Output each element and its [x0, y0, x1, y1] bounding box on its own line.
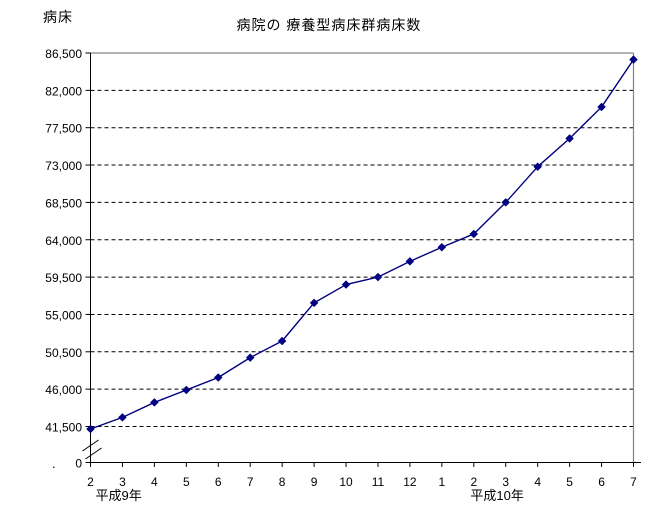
series-line [90, 59, 635, 430]
x-tick-label: 5 [566, 475, 573, 489]
data-point-marker [86, 424, 95, 434]
x-tick-label: 6 [215, 475, 222, 489]
x-tick-label: 2 [470, 475, 477, 489]
data-point-marker [437, 242, 447, 252]
y-tick-label: 68,500 [45, 196, 82, 210]
y-tick-label: 82,000 [45, 84, 82, 98]
data-point-marker [213, 373, 223, 382]
data-point-marker [150, 398, 159, 407]
data-point-marker [373, 272, 383, 282]
x-tick-label: 12 [403, 475, 417, 489]
y-tick-label: 59,500 [45, 271, 82, 285]
data-point-marker [405, 256, 415, 266]
x-tick-label: 4 [151, 475, 158, 489]
y-tick-label: 86,500 [45, 47, 82, 61]
data-point-marker [118, 413, 127, 422]
x-tick-label: 7 [630, 475, 637, 489]
x-tick-label: 4 [534, 475, 541, 489]
x-tick-label: 5 [183, 475, 190, 489]
x-tick-label: 9 [311, 475, 318, 489]
data-point-marker [501, 198, 511, 207]
y-tick-label: 55,000 [45, 308, 82, 322]
x-tick-label: 2 [87, 475, 94, 489]
axis-break-mark [82, 439, 99, 452]
data-point-marker [565, 134, 574, 143]
data-point-marker [277, 336, 287, 346]
x-tick-label: 11 [372, 475, 385, 489]
data-point-marker [341, 280, 351, 289]
x-tick-label: 7 [247, 475, 254, 489]
y-tick-label: 41,500 [45, 421, 82, 435]
x-tick-label: 1 [439, 475, 446, 489]
x-era-label: 平成9年 [95, 488, 141, 503]
axis-break-mark [85, 447, 102, 460]
x-tick-label: 6 [598, 475, 605, 489]
data-point-marker [309, 298, 319, 308]
y-tick-label: 64,000 [45, 234, 82, 248]
x-tick-label: 3 [502, 475, 509, 489]
stray-dot-mark: . [52, 456, 56, 471]
x-tick-label: 10 [339, 475, 353, 489]
data-point-marker [533, 162, 543, 172]
data-point-marker [245, 353, 255, 362]
y-tick-label: 0 [75, 457, 82, 471]
y-tick-label: 50,500 [45, 346, 82, 360]
chart-title: 病院の 療養型病床群病床数 [236, 17, 422, 33]
x-tick-label: 8 [279, 475, 286, 489]
y-tick-label: 46,000 [45, 383, 82, 397]
x-era-label: 平成10年 [470, 488, 523, 503]
y-tick-label: 77,500 [45, 122, 82, 136]
x-tick-label: 3 [119, 475, 126, 489]
data-point-marker [629, 55, 638, 64]
y-tick-label: 73,000 [45, 159, 82, 173]
y-axis-unit-label: 病床 [43, 9, 73, 25]
data-point-marker [469, 229, 479, 239]
data-point-marker [181, 385, 191, 395]
data-point-marker [597, 102, 606, 112]
